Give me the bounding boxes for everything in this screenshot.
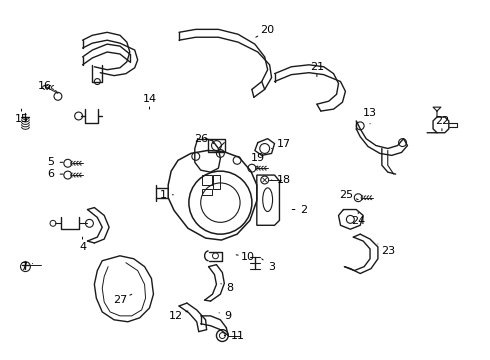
Text: 1: 1 — [160, 190, 173, 200]
Text: 22: 22 — [435, 116, 449, 131]
Text: 15: 15 — [15, 109, 28, 124]
Text: 2: 2 — [292, 204, 308, 215]
Bar — [213, 175, 220, 189]
Text: 13: 13 — [363, 108, 377, 124]
Text: 3: 3 — [262, 259, 275, 272]
Text: 21: 21 — [310, 62, 324, 77]
Text: 17: 17 — [271, 139, 292, 149]
Text: 16: 16 — [38, 81, 57, 91]
Bar — [202, 189, 212, 195]
Text: 14: 14 — [143, 94, 157, 109]
Text: 4: 4 — [79, 237, 86, 252]
Text: 26: 26 — [194, 134, 214, 144]
Text: 6: 6 — [48, 169, 63, 179]
Text: 18: 18 — [271, 175, 292, 185]
Bar — [202, 175, 212, 185]
Text: 19: 19 — [251, 153, 265, 168]
Text: 25: 25 — [340, 190, 358, 200]
Bar — [208, 139, 225, 152]
Text: 10: 10 — [236, 252, 255, 262]
Text: 27: 27 — [113, 294, 132, 305]
Text: 7: 7 — [20, 262, 33, 272]
Text: 20: 20 — [256, 25, 275, 37]
Text: 12: 12 — [169, 311, 188, 321]
Text: 11: 11 — [224, 330, 245, 341]
Text: 5: 5 — [48, 157, 63, 167]
Text: 23: 23 — [378, 244, 395, 256]
Text: 8: 8 — [221, 283, 234, 293]
Text: 24: 24 — [351, 212, 366, 226]
Text: 9: 9 — [219, 311, 232, 321]
